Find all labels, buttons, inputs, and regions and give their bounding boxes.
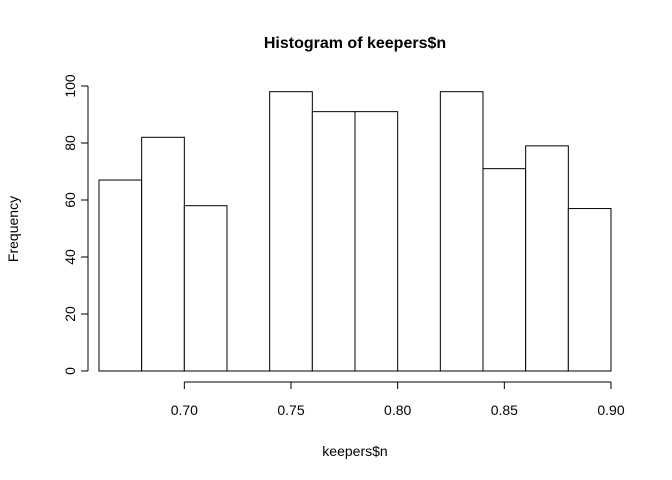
histogram-bar-5 bbox=[311, 111, 356, 372]
chart-title: Histogram of keepers$n bbox=[264, 35, 446, 52]
x-axis: 0.70 0.75 0.80 0.85 0.90 bbox=[171, 381, 625, 418]
histogram-bar-9 bbox=[482, 168, 527, 372]
histogram-bar-10 bbox=[525, 145, 569, 372]
y-tick-label: 80 bbox=[62, 135, 78, 151]
y-tick-label: 0 bbox=[62, 367, 78, 375]
x-axis-label: keepers$n bbox=[322, 443, 387, 459]
y-tick-label: 60 bbox=[62, 192, 78, 208]
x-tick-label: 0.80 bbox=[384, 402, 411, 418]
histogram-bar-1 bbox=[141, 136, 185, 372]
y-tick-label: 20 bbox=[62, 306, 78, 322]
x-tick-label: 0.90 bbox=[597, 402, 624, 418]
histogram-bar-4 bbox=[269, 91, 313, 372]
x-tick-label: 0.85 bbox=[491, 402, 518, 418]
y-axis-label: Frequency bbox=[5, 196, 21, 262]
histogram-bar-0 bbox=[98, 179, 143, 372]
histogram-bar-11 bbox=[567, 208, 612, 372]
bars-group bbox=[98, 91, 612, 372]
y-tick-label: 40 bbox=[62, 249, 78, 265]
y-tick-label: 100 bbox=[62, 74, 78, 98]
histogram-bar-2 bbox=[183, 205, 228, 372]
x-tick-label: 0.75 bbox=[277, 402, 304, 418]
histogram-bar-8 bbox=[439, 91, 484, 372]
x-tick-label: 0.70 bbox=[171, 402, 198, 418]
histogram-bar-6 bbox=[354, 111, 399, 372]
y-axis: 0 20 40 60 80 100 bbox=[62, 74, 89, 375]
